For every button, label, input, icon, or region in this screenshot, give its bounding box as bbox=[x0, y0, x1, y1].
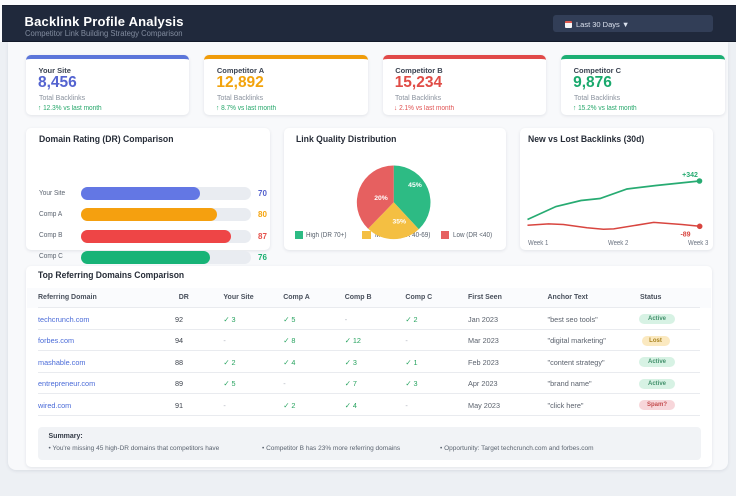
svg-text:+342: +342 bbox=[682, 172, 698, 179]
svg-text:20%: 20% bbox=[374, 195, 388, 202]
svg-text:-89: -89 bbox=[680, 232, 690, 239]
svg-text:35%: 35% bbox=[392, 219, 406, 226]
svg-text:45%: 45% bbox=[408, 182, 422, 189]
